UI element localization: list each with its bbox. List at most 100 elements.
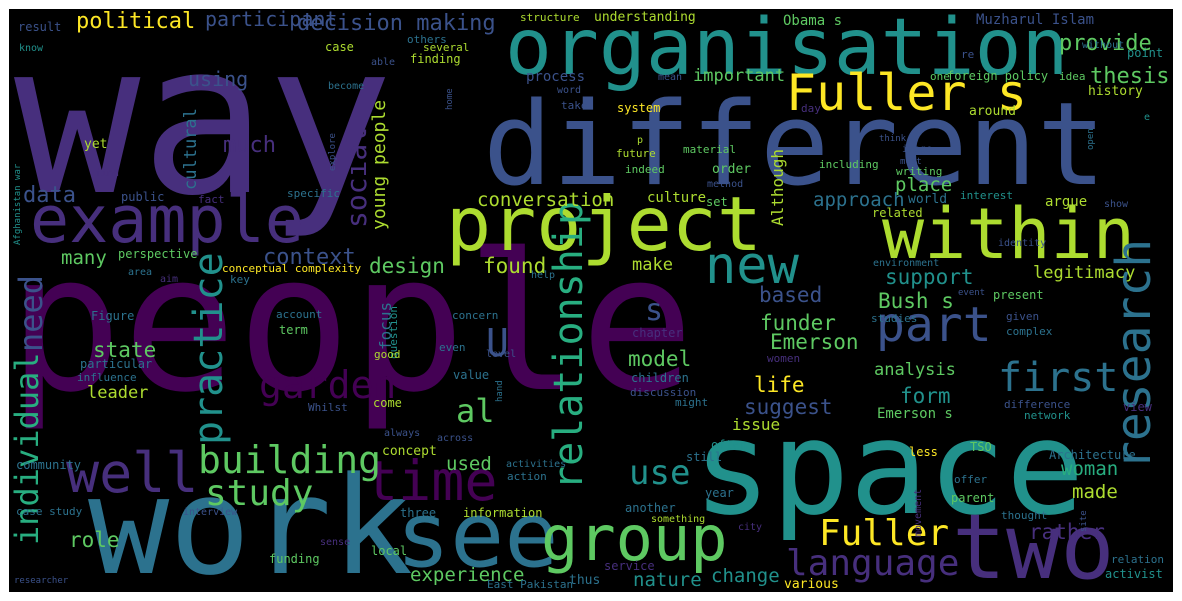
cloud-word: practice [186,252,232,445]
cloud-word: account [276,308,322,321]
cloud-word: Fuller [819,513,949,554]
cloud-word: suggest [744,395,833,419]
cloud-word: various [784,577,839,592]
cloud-word: life [754,373,805,397]
cloud-word: e [1144,112,1150,123]
cloud-word: place [895,174,952,196]
cloud-word: new [705,236,800,296]
cloud-word: come [373,396,402,410]
cloud-word: influence [77,371,137,384]
cloud-word: Obama s [783,13,842,29]
cloud-word: around [969,104,1016,119]
cloud-word: focus [376,302,395,350]
cloud-word: well [66,441,198,505]
cloud-word: individual [9,352,46,545]
cloud-word: p [637,135,643,146]
cloud-word: finding [410,52,461,66]
cloud-word: change [711,565,780,587]
cloud-word: able [371,57,395,68]
cloud-word: project [446,180,762,268]
cloud-word: mean [658,72,682,83]
cloud-word: point [1127,46,1163,60]
cloud-word: related [872,206,923,220]
cloud-word: nature [633,569,702,591]
cloud-word: group [541,502,728,575]
cloud-word: aim [160,274,178,285]
cloud-word: Emerson [770,330,859,354]
cloud-word: support [885,265,974,289]
cloud-word: home [445,88,455,110]
cloud-word: think [879,134,907,144]
cloud-word: event [958,288,985,298]
cloud-word: different [483,78,1106,212]
cloud-word: first [998,355,1118,401]
cloud-word: women [767,352,800,365]
cloud-word: identity [998,238,1046,249]
cloud-word: garden [259,363,396,407]
cloud-word: cultural [181,108,201,190]
cloud-word: children [631,371,689,385]
cloud-word: make [632,255,673,275]
cloud-word: two [952,495,1115,592]
cloud-word: one [930,70,950,83]
cloud-word: experience [410,564,524,586]
cloud-word: conceptual complexity [222,262,361,275]
cloud-word: Muzharul Islam [976,12,1094,28]
cloud-word: Although [768,149,787,226]
cloud-word: community [16,458,81,472]
cloud-word: using [188,67,248,91]
cloud-word: discussion [630,386,696,399]
cloud-word: Emerson s [877,406,953,422]
cloud-word: s [645,293,663,328]
cloud-word: based [759,283,822,307]
cloud-word: activities [506,459,566,470]
cloud-word: movement [913,489,924,537]
cloud-word: word [557,85,581,96]
cloud-word: take [561,99,588,112]
cloud-word: three [400,506,436,520]
cloud-word: Fuller s [786,64,1027,122]
cloud-word: part [876,297,992,353]
cloud-word: funding [269,552,320,566]
cloud-word: city [738,522,762,533]
cloud-word: case study [16,505,83,518]
cloud-word: U [486,321,509,365]
cloud-word: form [900,384,951,408]
cloud-word: used [446,453,492,475]
cloud-word: use [629,453,690,493]
cloud-word: another [625,501,676,515]
cloud-word: method [707,179,743,190]
cloud-word: result [18,20,61,34]
cloud-word: question [387,306,400,359]
cloud-word: thought [1001,509,1047,522]
cloud-word: Architecture [1049,448,1136,462]
cloud-word: level [486,349,516,360]
cloud-word: know [19,43,44,54]
cloud-word: Whilst [308,401,348,414]
cloud-word: context [263,245,356,270]
cloud-word: much [223,133,276,158]
cloud-word: studies [871,312,917,325]
cloud-word: young people [369,100,390,230]
cloud-word: system [617,101,660,115]
cloud-word: key [230,273,250,286]
cloud-word: provide [1059,31,1152,56]
cloud-word: writing [896,165,942,178]
cloud-word: public [121,190,164,204]
cloud-word: legitimacy [1033,263,1135,283]
cloud-word: social [340,127,373,228]
cloud-word: complex [1006,325,1053,338]
cloud-word: world [908,192,947,207]
cloud-word: show [1104,199,1129,210]
cloud-word: must [900,157,922,167]
cloud-word: space [693,392,1084,544]
cloud-word: offer [954,473,987,486]
cloud-word: material [683,143,736,156]
cloud-word: including [819,158,879,171]
cloud-word: find [95,168,119,179]
cloud-word: way [14,9,393,242]
cloud-word: role [69,528,120,552]
cloud-word: concern [452,309,498,322]
cloud-word: several [423,41,469,54]
cloud-word: analysis [874,360,956,380]
